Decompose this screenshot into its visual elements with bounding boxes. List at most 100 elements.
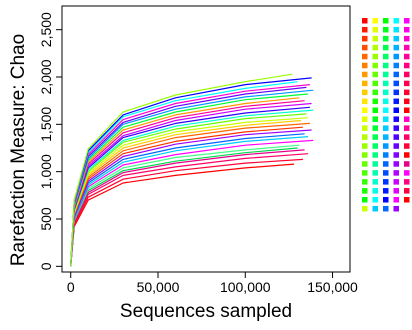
x-axis-title: Sequences sampled: [120, 301, 292, 322]
legend-key-c2-r8: [372, 80, 378, 87]
legend-key-c3-r19: [383, 179, 389, 185]
legend-key-c1-r1: [362, 18, 368, 24]
legend-key-c2-r11: [372, 107, 378, 113]
y-tick-label-5: 2,000: [38, 59, 54, 94]
legend-key-c2-r14: [372, 134, 378, 140]
legend-key-c2-r20: [372, 188, 378, 194]
legend-key-c3-r1: [383, 18, 389, 24]
series-line-27: [70, 73, 293, 267]
legend-key-c3-r20: [383, 188, 389, 194]
legend-key-c4-r9: [393, 89, 399, 96]
legend-key-c4-r16: [393, 152, 399, 158]
legend-key-c4-r15: [393, 143, 399, 149]
x-tick-label-4: 150,000: [307, 279, 358, 295]
legend-key-c5-r19: [404, 179, 410, 185]
y-tick-label-3: 1,000: [38, 154, 54, 189]
legend-key-c4-r7: [393, 71, 399, 78]
legend-key-c1-r11: [362, 107, 368, 113]
legend-key-c3-r3: [383, 35, 389, 42]
legend-key-c1-r17: [362, 161, 368, 167]
legend-key-c1-r18: [362, 170, 368, 176]
legend-key-c2-r17: [372, 161, 378, 167]
legend-key-c5-r6: [404, 62, 410, 69]
legend-key-c4-r3: [393, 35, 399, 42]
legend-key-c5-r11: [404, 107, 410, 113]
legend-key-c3-r10: [383, 98, 389, 105]
y-tick-label-6: 2,500: [38, 12, 54, 47]
legend-key-c1-r14: [362, 134, 368, 140]
legend-key-c1-r4: [362, 44, 368, 51]
legend-key-c4-r8: [393, 80, 399, 87]
legend-key-c5-r7: [404, 71, 410, 78]
legend-key-c2-r13: [372, 125, 378, 131]
legend-key-c5-r15: [404, 143, 410, 149]
legend-key-c4-r14: [393, 134, 399, 140]
legend-key-c5-r10: [404, 98, 410, 105]
legend-key-c5-r17: [404, 161, 410, 167]
legend-key-c2-r22: [372, 205, 378, 212]
legend-key-c1-r12: [362, 116, 368, 122]
y-tick-label-1: 0: [38, 262, 54, 270]
legend-key-c5-r12: [404, 116, 410, 122]
legend-key-c3-r11: [383, 107, 389, 113]
legend-key-c4-r10: [393, 98, 399, 105]
legend-key-c2-r9: [372, 89, 378, 96]
legend-key-c3-r14: [383, 134, 389, 140]
legend-key-c1-r16: [362, 152, 368, 158]
legend-key-c4-r1: [393, 18, 399, 24]
legend-key-c3-r21: [383, 197, 389, 203]
legend-key-c2-r19: [372, 179, 378, 185]
legend-key-c3-r8: [383, 80, 389, 87]
legend-key-c2-r15: [372, 143, 378, 149]
plot-frame: [61, 5, 351, 273]
legend-key-c4-r21: [393, 197, 399, 203]
legend-key-c5-r4: [404, 44, 410, 51]
legend-key-c2-r16: [372, 152, 378, 158]
legend-key-c5-r9: [404, 89, 410, 96]
legend-key-c5-r14: [404, 134, 410, 140]
legend-key-c1-r15: [362, 143, 368, 149]
legend-key-c1-r8: [362, 80, 368, 87]
legend-key-c4-r20: [393, 188, 399, 194]
legend-key-c2-r18: [372, 170, 378, 176]
legend-key-c5-r16: [404, 152, 410, 158]
legend-key-c3-r15: [383, 143, 389, 149]
legend-key-c5-r1: [404, 18, 410, 24]
legend-key-c1-r2: [362, 26, 368, 33]
legend-key-c4-r22: [393, 205, 399, 212]
legend-key-c3-r18: [383, 170, 389, 176]
legend-key-c3-r4: [383, 44, 389, 51]
legend-key-c4-r5: [393, 53, 399, 60]
legend-key-c2-r4: [372, 44, 378, 51]
legend-key-c4-r18: [393, 170, 399, 176]
x-tick-label-2: 50,000: [137, 279, 180, 295]
legend-key-c2-r3: [372, 35, 378, 42]
legend-key-c1-r7: [362, 71, 368, 78]
legend-key-c2-r7: [372, 71, 378, 78]
legend-key-c1-r5: [362, 53, 368, 60]
legend-key-c2-r1: [372, 18, 378, 24]
legend-key-c5-r18: [404, 170, 410, 176]
legend-key-c3-r6: [383, 62, 389, 69]
legend-key-c4-r12: [393, 116, 399, 122]
legend-key-c2-r6: [372, 62, 378, 69]
legend-key-c5-r13: [404, 125, 410, 131]
legend-key-c4-r19: [393, 179, 399, 185]
legend-key-c2-r2: [372, 26, 378, 33]
y-tick-label-4: 1,500: [38, 107, 54, 142]
legend-key-c1-r22: [362, 205, 368, 212]
legend-key-c5-r2: [404, 26, 410, 33]
legend-key-c2-r12: [372, 116, 378, 122]
legend-key-c4-r2: [393, 26, 399, 33]
legend-key-c2-r5: [372, 53, 378, 60]
legend-key-c1-r19: [362, 179, 368, 185]
legend-key-c3-r13: [383, 125, 389, 131]
legend-key-c1-r10: [362, 98, 368, 105]
legend-key-c4-r4: [393, 44, 399, 51]
legend-key-c5-r21: [404, 197, 410, 203]
legend-key-c1-r21: [362, 197, 368, 203]
legend-key-c4-r13: [393, 125, 399, 131]
legend-key-c5-r8: [404, 80, 410, 87]
